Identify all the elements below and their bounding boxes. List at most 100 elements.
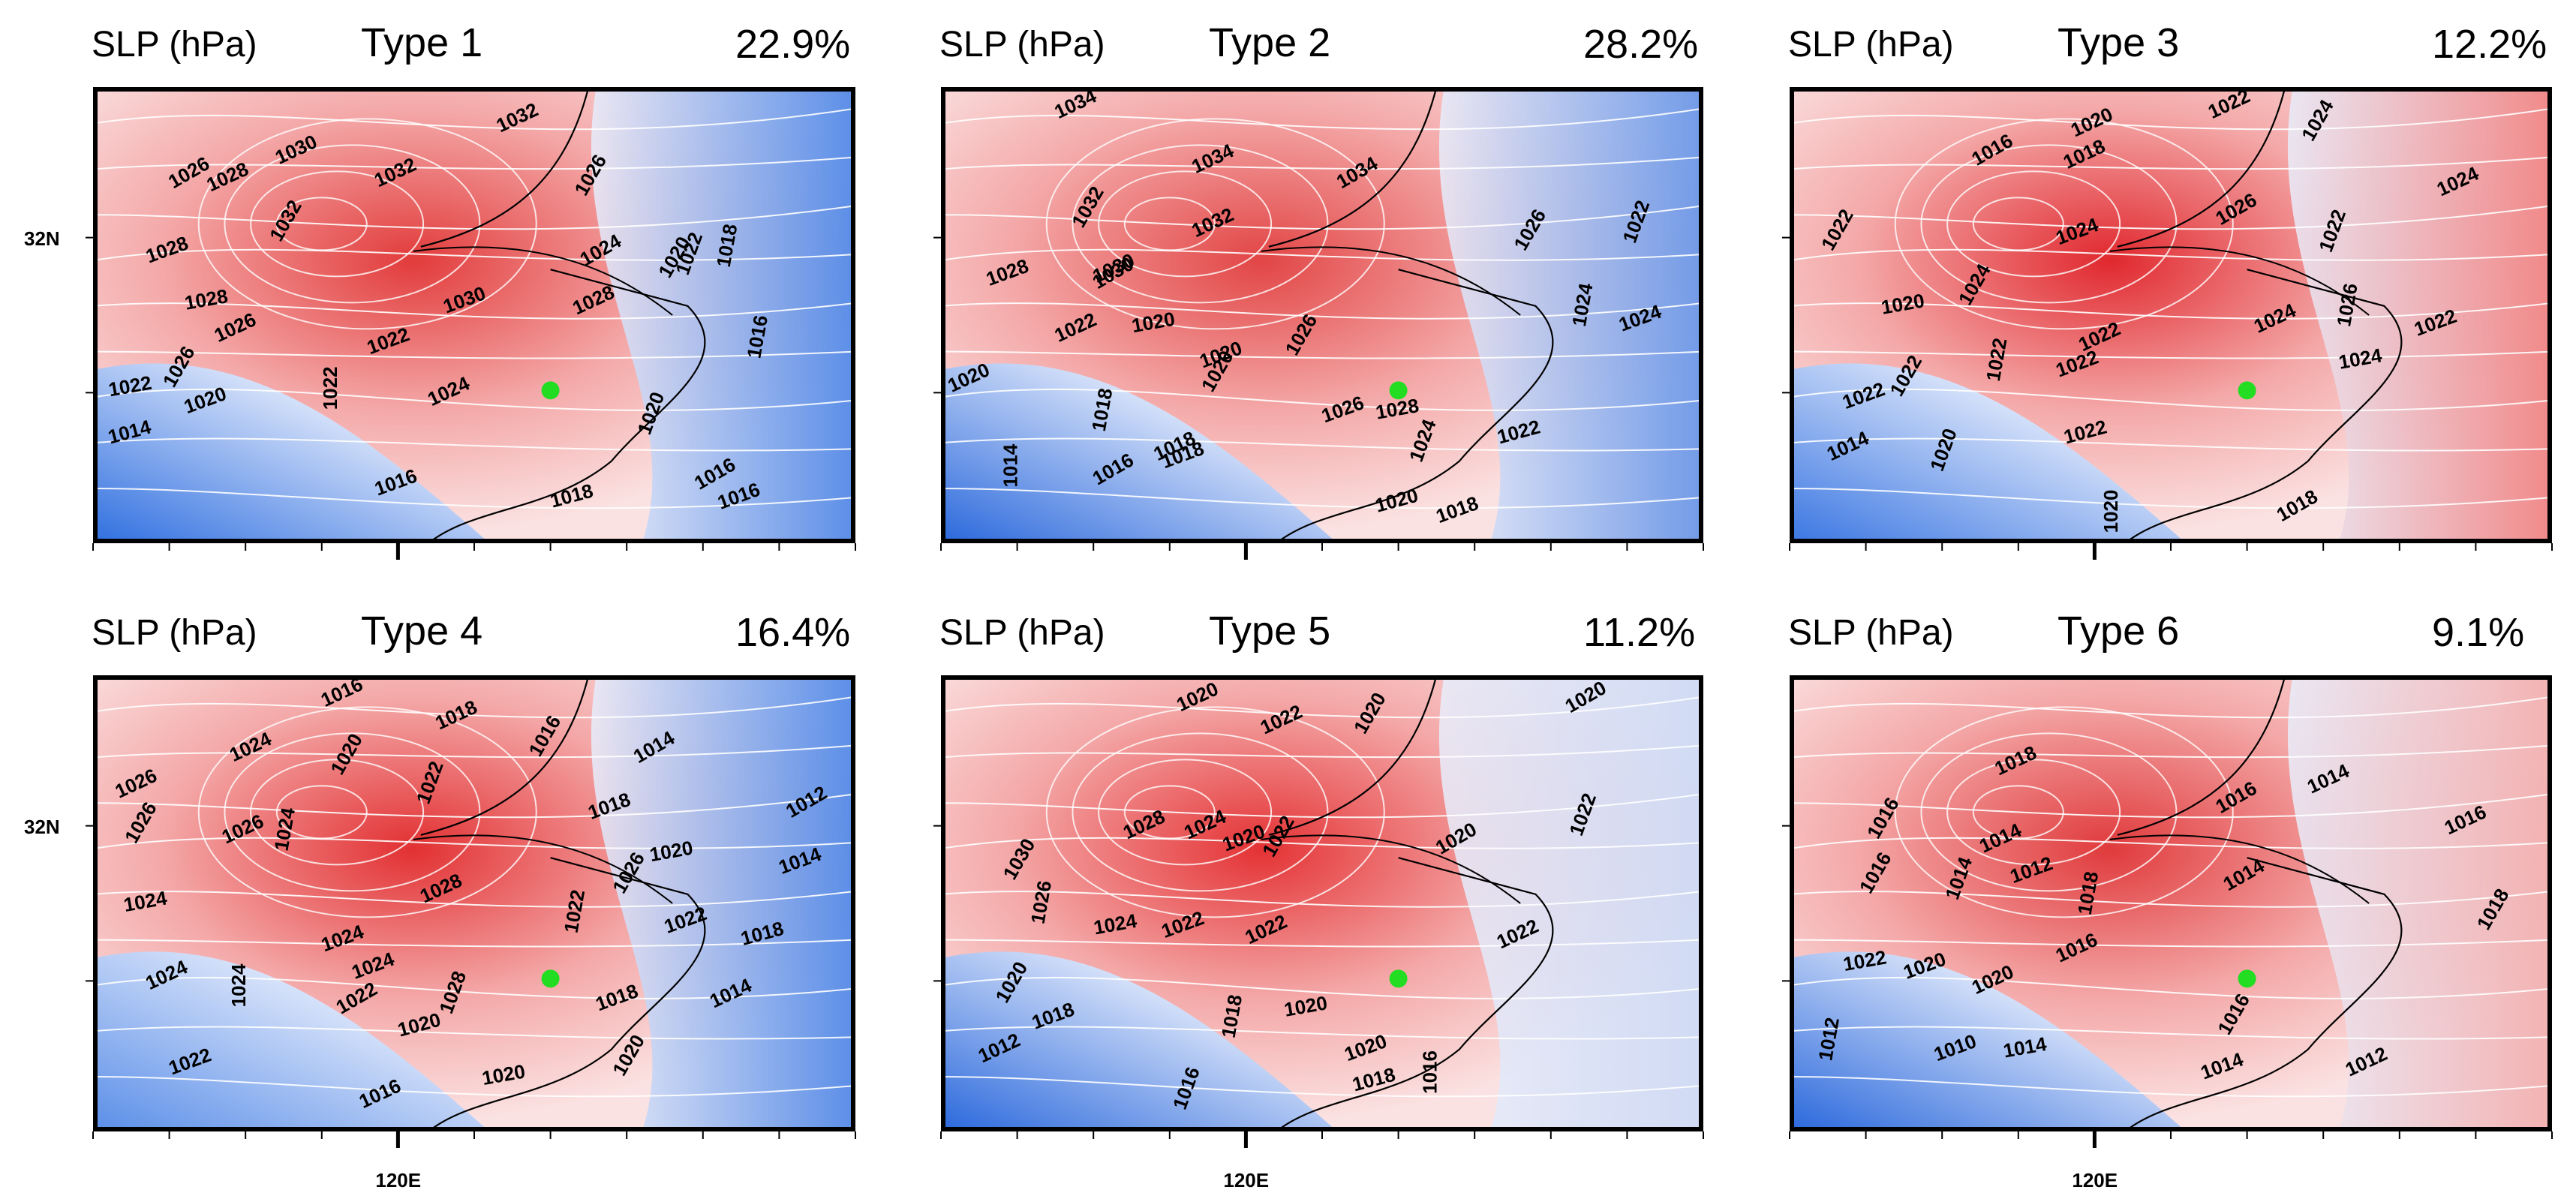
- station-marker: [541, 969, 560, 988]
- contour-label: 1022: [319, 366, 341, 410]
- isobar: [941, 488, 1703, 509]
- isobar: [93, 696, 855, 719]
- panel-6-title: Type 6: [2057, 609, 2180, 654]
- coastline: [420, 675, 706, 1131]
- isobar: [1123, 197, 1216, 251]
- isobar: [93, 350, 855, 359]
- panel-6-y-ticks: [1782, 825, 1790, 982]
- river: [2109, 834, 2370, 904]
- isobar: [1790, 302, 2552, 320]
- isobar: [1072, 144, 1329, 304]
- coastline: [1268, 675, 1554, 1131]
- isobar: [1123, 785, 1216, 840]
- isobar: [93, 890, 855, 908]
- isobar: [93, 1026, 855, 1040]
- panel-5-lon-label: 120E: [1223, 1169, 1270, 1191]
- isobar: [1790, 890, 2552, 908]
- isobar: [1790, 939, 2552, 948]
- contour-label: 1014: [999, 443, 1022, 487]
- map-frame: [941, 675, 1703, 1131]
- station-marker: [541, 381, 560, 400]
- southwest-low-region: [93, 363, 490, 543]
- isobar: [1098, 759, 1273, 866]
- isobar: [941, 302, 1703, 320]
- coastline: [1268, 87, 1554, 543]
- isobar: [197, 706, 537, 918]
- panel-5-y-ticks: [933, 825, 941, 982]
- panel-1-frequency: 22.9%: [735, 22, 851, 67]
- isobar: [93, 248, 855, 262]
- map-frame: [93, 675, 855, 1131]
- isobar: [1790, 205, 2552, 230]
- panel-2-frequency: 28.2%: [1583, 22, 1699, 67]
- panel-5-frequency: 11.2%: [1583, 610, 1696, 655]
- southwest-low-region: [93, 951, 490, 1131]
- isobar: [941, 156, 1703, 170]
- coastline: [420, 87, 706, 543]
- isobar: [1790, 437, 2552, 452]
- isobar: [941, 939, 1703, 948]
- panel-5-variable-label: SLP (hPa): [939, 613, 1105, 653]
- isobar: [1972, 785, 2064, 840]
- isobar: [941, 890, 1703, 908]
- river: [413, 834, 673, 904]
- isobar: [941, 437, 1703, 452]
- isobar: [1098, 170, 1273, 278]
- panel-1-x-ticks: [92, 543, 856, 560]
- isobar: [1790, 793, 2552, 819]
- panel-1-y-ticks: [86, 236, 93, 394]
- panel-1-title: Type 1: [361, 20, 483, 65]
- panel-2-variable-label: SLP (hPa): [939, 25, 1105, 65]
- panel-5-x-ticks: [940, 1131, 1704, 1148]
- coastline: [2117, 675, 2403, 1131]
- isobar: [93, 793, 855, 819]
- panel-4-frequency: 16.4%: [735, 610, 851, 655]
- isobar: [1920, 732, 2178, 892]
- isobar: [275, 197, 368, 251]
- contour-label: 1024: [227, 963, 250, 1007]
- isobar: [1790, 107, 2552, 131]
- station-marker: [1389, 381, 1408, 400]
- station-marker: [1389, 969, 1408, 988]
- panel-3-title: Type 3: [2057, 20, 2180, 65]
- isobar: [1790, 248, 2552, 262]
- panel-2-title: Type 2: [1209, 20, 1331, 65]
- isobar: [941, 696, 1703, 719]
- isobar: [941, 107, 1703, 131]
- panel-2-y-ticks: [933, 236, 941, 394]
- isobar: [941, 350, 1703, 359]
- panel-5-title: Type 5: [1209, 609, 1331, 654]
- isobar: [93, 488, 855, 509]
- station-marker: [2238, 381, 2256, 400]
- southwest-low-region: [941, 951, 1338, 1131]
- panel-1-lat-label: 32N: [24, 227, 60, 250]
- isobar: [250, 170, 425, 278]
- isobar: [941, 1076, 1703, 1098]
- isobar: [197, 118, 537, 330]
- isobar: [1790, 388, 2552, 411]
- isobar: [1894, 706, 2234, 918]
- isobar: [941, 388, 1703, 411]
- isobar: [1894, 118, 2234, 330]
- isobar: [1946, 170, 2121, 278]
- panel-4-lon-label: 120E: [375, 1169, 422, 1191]
- isobar: [1790, 696, 2552, 719]
- contour-label: 1016: [1418, 1050, 1441, 1094]
- panel-6-variable-label: SLP (hPa): [1788, 613, 1954, 653]
- isobar: [93, 302, 855, 320]
- panel-3-variable-label: SLP (hPa): [1788, 25, 1954, 65]
- southwest-low-region: [1790, 363, 2187, 543]
- panel-4-variable-label: SLP (hPa): [92, 613, 257, 653]
- isobar: [1790, 156, 2552, 170]
- isobar: [93, 939, 855, 948]
- map-frame: [1790, 87, 2552, 543]
- panel-1-variable-label: SLP (hPa): [92, 25, 257, 65]
- isobar: [1045, 118, 1385, 330]
- map-frame: [941, 87, 1703, 543]
- map-frame: [1790, 675, 2552, 1131]
- isobar: [224, 732, 481, 892]
